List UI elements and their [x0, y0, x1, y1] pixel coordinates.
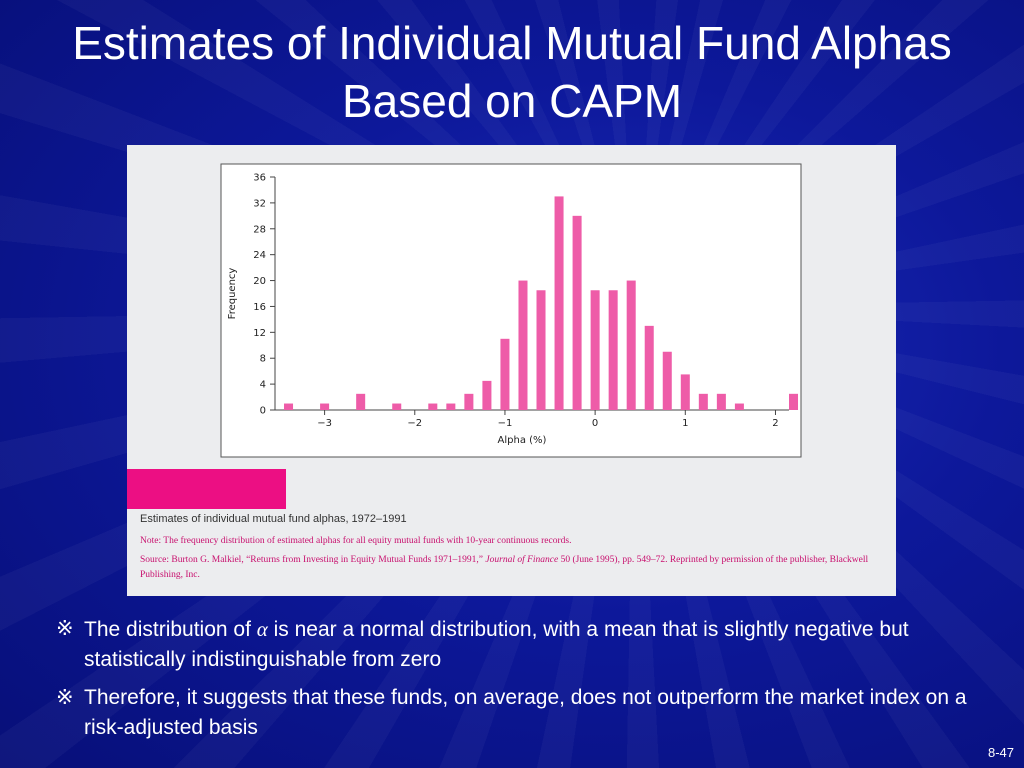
- bullet-1-text-before: The distribution of: [84, 618, 257, 641]
- histogram-bar: [428, 403, 438, 410]
- histogram-bar: [734, 403, 744, 410]
- histogram-bar: [536, 290, 546, 410]
- histogram-bar: [662, 351, 672, 410]
- figure-panel: 0 4 8 12 16 20 24 28 32 36 −3 −2 −1 0 1 2 Alpha (%) Frequ…: [127, 145, 896, 596]
- y-tick-label: 16: [253, 302, 266, 313]
- bullet-mark: ※: [56, 617, 74, 640]
- histogram-bar: [680, 374, 690, 410]
- y-tick-label: 36: [253, 173, 266, 184]
- x-tick-label: 1: [682, 418, 688, 429]
- source-journal: Journal of Finance: [485, 555, 559, 565]
- source-suffix: 50 (June 1995), pp. 549–72. Reprinted by…: [140, 555, 869, 580]
- histogram-bar: [464, 393, 474, 410]
- plot-frame: [220, 163, 802, 458]
- x-tick-label: −2: [407, 418, 422, 429]
- figure-note: Note: The frequency distribution of esti…: [140, 536, 572, 546]
- title-line-1: Estimates of Individual Mutual Fund Alph…: [72, 17, 952, 69]
- bullet-2: ※ Therefore, it suggests that these fund…: [56, 683, 986, 743]
- figure-source: Source: Burton G. Malkiel, “Returns from…: [140, 553, 892, 583]
- y-tick-label: 32: [253, 198, 266, 209]
- y-axis-label: Frequency: [227, 268, 238, 320]
- y-tick-label: 0: [260, 406, 266, 417]
- bullet-2-text: Therefore, it suggests that these funds,…: [84, 686, 967, 739]
- histogram-bar: [608, 290, 618, 410]
- x-tick-label: −1: [498, 418, 513, 429]
- histogram-bar: [626, 280, 636, 410]
- histogram-bar: [284, 403, 294, 410]
- histogram-bar: [320, 403, 330, 410]
- histogram-bar: [644, 325, 654, 410]
- histogram-bar: [500, 338, 510, 410]
- histogram-bar: [392, 403, 402, 410]
- bullet-1-text: The distribution of α is near a normal d…: [84, 614, 986, 675]
- histogram-bar: [698, 393, 708, 410]
- y-tick-label: 24: [253, 250, 266, 261]
- y-tick-label: 4: [260, 380, 266, 391]
- histogram-bar: [590, 290, 600, 410]
- x-tick-label: −3: [317, 418, 332, 429]
- x-axis-label: Alpha (%): [498, 435, 547, 446]
- histogram-bar: [572, 215, 582, 410]
- slide-number: 8-47: [987, 745, 1014, 760]
- histogram-bar: [446, 403, 456, 410]
- y-tick-label: 12: [253, 328, 266, 339]
- alpha-symbol: α: [256, 617, 268, 641]
- histogram-bar: [518, 280, 528, 410]
- figure-caption-title: Estimates of individual mutual fund alph…: [140, 513, 407, 525]
- source-prefix: Source: Burton G. Malkiel, “Returns from…: [140, 555, 486, 565]
- caption-accent-bar: [127, 469, 286, 509]
- histogram-bar: [482, 380, 492, 410]
- y-tick-label: 20: [253, 276, 266, 287]
- histogram-bar: [554, 196, 564, 410]
- histogram-bar: [789, 393, 799, 410]
- bullet-mark: ※: [56, 686, 74, 709]
- histogram-bar: [356, 393, 366, 410]
- y-tick-label: 28: [253, 224, 266, 235]
- title-line-2: Based on CAPM: [341, 75, 683, 127]
- x-tick-label: 2: [772, 418, 778, 429]
- slide-title: Estimates of Individual Mutual Fund Alph…: [0, 14, 1024, 130]
- x-tick-label: 0: [592, 418, 598, 429]
- bullet-list: ※ The distribution of α is near a normal…: [56, 614, 986, 751]
- bullet-1-text-after: is near a normal distribution, with a me…: [84, 618, 909, 671]
- y-tick-label: 8: [260, 354, 266, 365]
- bullet-1: ※ The distribution of α is near a normal…: [56, 614, 986, 675]
- histogram-bar: [716, 393, 726, 410]
